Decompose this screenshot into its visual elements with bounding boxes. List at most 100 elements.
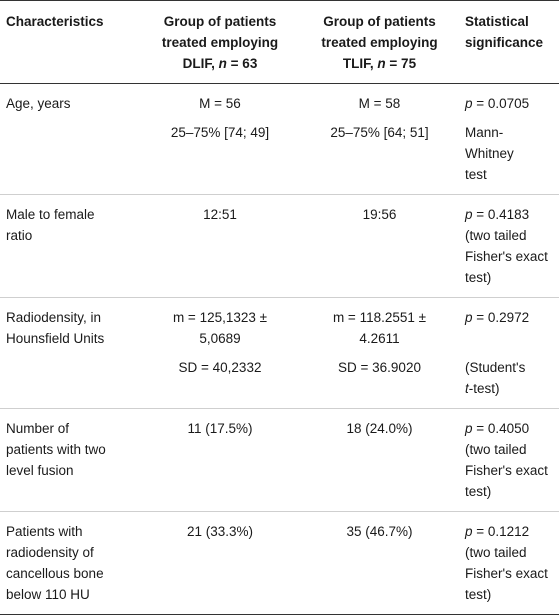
characteristic-label: Radiodensity, in (6, 310, 102, 325)
p-value: p = 0.4183 (465, 204, 553, 225)
tlif-sd: SD = 36.9020 (338, 360, 421, 375)
test-name-line: test) (465, 484, 492, 499)
header-tlif-line2: treated employing (321, 35, 438, 50)
header-dlif-prefix: DLIF, (182, 56, 219, 71)
cell-dlif: 11 (17.5%) (140, 409, 300, 512)
tlif-count: 35 (46.7%) (346, 524, 413, 539)
header-characteristics: Characteristics (0, 1, 140, 84)
header-tlif-n-symbol: n (377, 56, 386, 71)
table-row-low-radiodensity: Patients with radiodensity of cancellous… (0, 512, 559, 615)
characteristic-label: Hounsfield Units (6, 331, 105, 346)
test-name-line: Fisher's exact (465, 566, 548, 581)
p-symbol: p (465, 524, 473, 539)
test-name-line: test) (465, 270, 492, 285)
header-row: Characteristics Group of patients treate… (0, 0, 559, 84)
p-symbol: p (465, 310, 473, 325)
p-value: p = 0.2972 (465, 307, 553, 328)
characteristic-label: cancellous bone (6, 566, 104, 581)
header-tlif-group: Group of patients treated employing TLIF… (300, 1, 459, 84)
characteristic-label: Age, years (6, 96, 71, 111)
test-t-symbol: t (465, 381, 469, 396)
header-tlif-line3: TLIF, n = 75 (306, 53, 453, 74)
test-name-line: Fisher's exact (465, 463, 548, 478)
p-value: p = 0.4050 (465, 418, 553, 439)
table-row-radiodensity: Radiodensity, in Hounsfield Units m = 12… (0, 298, 559, 409)
dlif-mean: m = 125,1323 ± (172, 310, 268, 325)
p-number: = 0.1212 (472, 524, 530, 539)
test-name-line: (two tailed (465, 228, 527, 243)
cell-significance: p = 0.4050 (two tailed Fisher's exact te… (459, 409, 559, 512)
characteristic-label: Patients with (6, 524, 83, 539)
characteristic-label: Male to female (6, 207, 95, 222)
dlif-count: 21 (33.3%) (186, 524, 254, 539)
table-body: Age, years M = 56 25–75% [74; 49] M = 58… (0, 84, 559, 615)
cell-tlif: 18 (24.0%) (300, 409, 459, 512)
characteristic-label: ratio (6, 228, 33, 243)
p-symbol: p (465, 207, 473, 222)
tlif-median: M = 58 (358, 96, 401, 111)
cell-tlif: 19:56 (300, 195, 459, 298)
cell-significance: p = 0.4183 (two tailed Fisher's exact te… (459, 195, 559, 298)
header-tlif-line1: Group of patients (323, 14, 436, 29)
header-tlif-prefix: TLIF, (342, 56, 378, 71)
test-name-line: Whitney (465, 146, 514, 161)
header-statistical-significance: Statistical significance (459, 1, 559, 84)
dlif-sd: SD = 40,2332 (178, 360, 262, 375)
tlif-mean-error: 4.2611 (359, 331, 400, 346)
tlif-iqr: 25–75% [64; 51] (330, 125, 429, 140)
cell-characteristic: Number of patients with two level fusion (0, 409, 140, 512)
dlif-mean-error: 5,0689 (199, 331, 241, 346)
header-dlif-line3: DLIF, n = 63 (146, 53, 294, 74)
table-row-age: Age, years M = 56 25–75% [74; 49] M = 58… (0, 84, 559, 195)
characteristic-label: radiodensity of (6, 545, 94, 560)
cell-tlif: M = 58 25–75% [64; 51] (300, 84, 459, 195)
header-dlif-line1: Group of patients (163, 14, 277, 29)
cell-characteristic: Age, years (0, 84, 140, 195)
cell-characteristic: Male to female ratio (0, 195, 140, 298)
test-name-line: (two tailed (465, 442, 527, 457)
header-dlif-n-value: = 63 (226, 56, 258, 71)
test-name-line: test) (465, 587, 492, 602)
p-number: = 0.4183 (472, 207, 530, 222)
dlif-iqr: 25–75% [74; 49] (170, 125, 270, 140)
p-value: p = 0.0705 (465, 93, 553, 114)
dlif-count: 11 (17.5%) (187, 421, 253, 436)
p-value: p = 0.1212 (465, 521, 553, 542)
cell-dlif: M = 56 25–75% [74; 49] (140, 84, 300, 195)
header-stat-line1: Statistical (465, 14, 529, 29)
characteristic-label: Number of (6, 421, 70, 436)
header-characteristics-label: Characteristics (6, 14, 104, 29)
test-name-line: test (465, 167, 487, 182)
p-symbol: p (465, 421, 473, 436)
table-header: Characteristics Group of patients treate… (0, 0, 559, 84)
header-dlif-n-symbol: n (218, 56, 227, 71)
characteristic-label: below 110 HU (6, 587, 90, 602)
cell-tlif: m = 118.2551 ± 4.2611 SD = 36.9020 (300, 298, 459, 409)
cell-characteristic: Radiodensity, in Hounsfield Units (0, 298, 140, 409)
tlif-mean: m = 118.2551 ± (332, 310, 427, 325)
p-symbol: p (465, 96, 473, 111)
test-name-line: (Student's (465, 360, 526, 375)
characteristic-label: level fusion (6, 463, 74, 478)
cell-tlif: 35 (46.7%) (300, 512, 459, 615)
table-row-two-level-fusion: Number of patients with two level fusion… (0, 409, 559, 512)
tlif-count: 18 (24.0%) (346, 421, 413, 436)
test-name-line: (two tailed (465, 545, 527, 560)
p-number: = 0.2972 (472, 310, 530, 325)
cell-significance: p = 0.1212 (two tailed Fisher's exact te… (459, 512, 559, 615)
test-name-line: Mann- (465, 125, 504, 140)
header-tlif-n-value: = 75 (385, 56, 417, 71)
cell-significance: p = 0.0705 Mann- Whitney test (459, 84, 559, 195)
test-name-line: t-test) (465, 378, 553, 399)
p-number: = 0.0705 (472, 96, 530, 111)
header-dlif-group: Group of patients treated employing DLIF… (140, 1, 300, 84)
characteristic-label: patients with two (6, 442, 106, 457)
cell-significance: p = 0.2972 (Student's t-test) (459, 298, 559, 409)
cell-characteristic: Patients with radiodensity of cancellous… (0, 512, 140, 615)
header-stat-line2: significance (465, 35, 544, 50)
table-row-sex-ratio: Male to female ratio 12:51 19:56 p = 0.4… (0, 195, 559, 298)
cell-dlif: 21 (33.3%) (140, 512, 300, 615)
header-dlif-line2: treated employing (161, 35, 279, 50)
cell-dlif: m = 125,1323 ± 5,0689 SD = 40,2332 (140, 298, 300, 409)
